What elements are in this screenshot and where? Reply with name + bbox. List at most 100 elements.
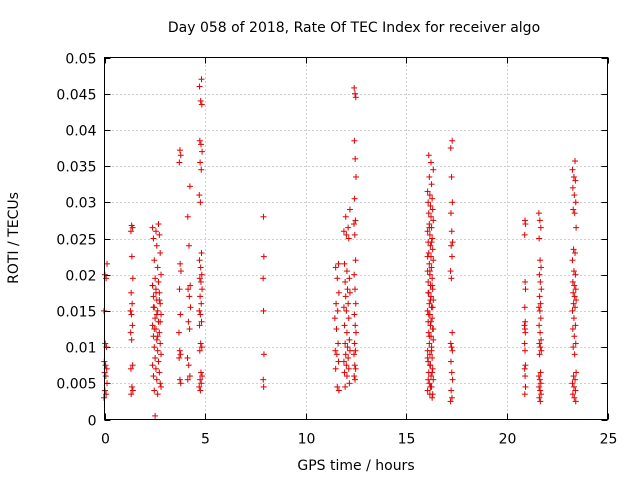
data-point bbox=[197, 376, 204, 383]
data-point bbox=[342, 351, 349, 358]
data-point bbox=[351, 271, 358, 278]
data-point bbox=[426, 340, 433, 347]
data-point bbox=[187, 304, 194, 311]
data-point bbox=[127, 365, 134, 372]
data-point bbox=[522, 278, 529, 285]
data-point bbox=[536, 394, 543, 401]
data-point bbox=[185, 286, 192, 293]
data-point bbox=[426, 192, 433, 199]
data-point bbox=[260, 253, 267, 260]
data-point bbox=[352, 347, 359, 354]
x-tick-label: 20 bbox=[499, 432, 517, 448]
data-point bbox=[335, 387, 342, 394]
data-point bbox=[184, 213, 191, 220]
data-point bbox=[351, 362, 358, 369]
data-point bbox=[428, 239, 435, 246]
data-point bbox=[197, 311, 204, 318]
data-point bbox=[346, 347, 353, 354]
data-point bbox=[448, 369, 455, 376]
data-point bbox=[260, 307, 267, 314]
data-point bbox=[569, 391, 576, 398]
data-point bbox=[344, 286, 351, 293]
data-point bbox=[448, 242, 455, 249]
data-point bbox=[522, 383, 529, 390]
data-point bbox=[536, 383, 543, 390]
data-point bbox=[127, 228, 134, 235]
data-point bbox=[350, 221, 357, 228]
data-point bbox=[351, 137, 358, 144]
data-point bbox=[129, 387, 136, 394]
data-point bbox=[449, 137, 456, 144]
data-point bbox=[197, 293, 204, 300]
data-point bbox=[448, 228, 455, 235]
data-point bbox=[343, 231, 350, 238]
data-point bbox=[425, 358, 432, 365]
data-point bbox=[351, 231, 358, 238]
data-point bbox=[153, 311, 160, 318]
data-point bbox=[185, 318, 192, 325]
data-point bbox=[152, 412, 159, 419]
data-point bbox=[449, 199, 456, 206]
data-point bbox=[572, 387, 579, 394]
data-point bbox=[343, 373, 350, 380]
y-tick-label: 0.01 bbox=[65, 341, 96, 357]
data-point bbox=[176, 354, 183, 361]
data-point bbox=[351, 311, 358, 318]
data-point bbox=[346, 336, 353, 343]
data-point bbox=[428, 213, 435, 220]
data-point bbox=[154, 264, 161, 271]
data-point bbox=[152, 228, 159, 235]
data-point bbox=[535, 210, 542, 217]
data-point bbox=[429, 369, 436, 376]
data-points bbox=[100, 76, 580, 419]
data-point bbox=[427, 297, 434, 304]
data-point bbox=[335, 289, 342, 296]
data-point bbox=[537, 315, 544, 322]
data-point bbox=[426, 351, 433, 358]
data-point bbox=[351, 90, 358, 97]
data-point bbox=[352, 155, 359, 162]
data-point bbox=[430, 217, 437, 224]
data-point bbox=[197, 340, 204, 347]
data-point bbox=[536, 217, 543, 224]
data-point bbox=[447, 358, 454, 365]
data-point bbox=[186, 183, 193, 190]
y-tick-label: 0.015 bbox=[56, 305, 96, 321]
data-point bbox=[128, 289, 135, 296]
data-point bbox=[128, 222, 135, 229]
data-point bbox=[196, 257, 203, 264]
data-point bbox=[572, 199, 579, 206]
data-point bbox=[351, 84, 358, 91]
data-point bbox=[343, 307, 350, 314]
data-point bbox=[196, 83, 203, 90]
data-point bbox=[341, 369, 348, 376]
data-point bbox=[186, 242, 193, 249]
data-point bbox=[128, 391, 135, 398]
data-point bbox=[343, 329, 350, 336]
data-point bbox=[176, 376, 183, 383]
data-point bbox=[186, 326, 193, 332]
data-point bbox=[153, 376, 160, 383]
data-point bbox=[128, 336, 135, 343]
data-point bbox=[522, 347, 529, 354]
data-point bbox=[537, 224, 544, 231]
data-point bbox=[429, 235, 436, 242]
y-tick-label: 0.04 bbox=[65, 124, 96, 140]
y-tick-label: 0.025 bbox=[56, 233, 96, 249]
data-point bbox=[430, 336, 437, 343]
data-point bbox=[573, 297, 580, 304]
data-point bbox=[176, 347, 183, 354]
data-point bbox=[197, 159, 204, 166]
data-point bbox=[150, 293, 157, 300]
data-point bbox=[536, 293, 543, 300]
axis-ticks: 0 0.005 0.01 0.015 0.02 0.025 0.03 0.035 0.04 0.0… bbox=[56, 52, 617, 448]
data-point bbox=[571, 333, 578, 340]
data-point bbox=[538, 336, 545, 343]
data-point bbox=[345, 224, 352, 231]
data-point bbox=[448, 275, 455, 282]
data-point bbox=[345, 354, 352, 361]
data-point bbox=[429, 391, 436, 398]
data-point bbox=[149, 224, 156, 231]
x-tick-label: 0 bbox=[101, 432, 110, 448]
data-point bbox=[448, 394, 455, 401]
